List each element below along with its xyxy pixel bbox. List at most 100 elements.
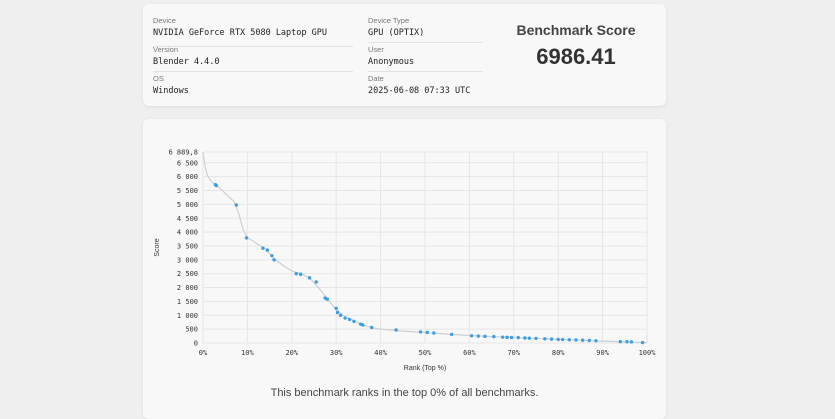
data-point	[352, 319, 356, 324]
y-tick-label: 0	[194, 340, 198, 348]
data-point	[261, 246, 265, 250]
device-type-label: Device Type	[368, 16, 410, 25]
date-value: 2025-06-08 07:33 UTC	[368, 86, 471, 96]
device-type-value: GPU (OPTIX)	[368, 28, 425, 38]
x-tick-label: 70%	[507, 349, 520, 357]
data-point	[272, 258, 276, 262]
x-tick-label: 30%	[330, 349, 343, 357]
data-point	[505, 335, 509, 340]
device-type-field: Device Type GPU (OPTIX)	[368, 16, 483, 43]
x-tick-label: 80%	[552, 349, 565, 357]
user-label: User	[368, 45, 384, 54]
y-tick-label: 3 000	[177, 256, 198, 264]
data-point	[625, 340, 629, 344]
data-point	[298, 272, 303, 276]
data-point	[338, 313, 343, 317]
data-point	[580, 338, 585, 342]
data-point	[483, 334, 487, 339]
device-value: NVIDIA GeForce RTX 5080 Laptop GPU	[153, 28, 327, 38]
data-point	[418, 330, 423, 334]
data-point	[469, 334, 474, 338]
data-point	[556, 337, 560, 342]
data-point	[549, 337, 554, 341]
x-tick-label: 10%	[241, 349, 254, 357]
y-tick-label: 4 000	[177, 229, 198, 237]
os-field: OS Windows	[153, 74, 353, 96]
y-tick-label: 500	[185, 326, 198, 334]
data-point	[394, 328, 398, 332]
data-point	[629, 340, 634, 344]
data-point	[587, 338, 591, 343]
data-point	[516, 335, 520, 340]
version-value: Blender 4.4.0	[153, 57, 220, 67]
data-point	[527, 336, 532, 340]
x-tick-label: 40%	[374, 349, 387, 357]
date-label: Date	[368, 74, 384, 83]
data-point	[449, 332, 454, 337]
data-point	[640, 340, 645, 345]
data-point	[343, 316, 347, 320]
data-point	[560, 337, 565, 342]
y-axis-title: Score	[154, 238, 161, 256]
data-point	[509, 335, 514, 340]
data-point	[307, 276, 312, 280]
data-point	[476, 334, 480, 338]
user-value: Anonymous	[368, 57, 415, 67]
divider	[368, 71, 483, 72]
y-tick-label: 5 000	[177, 201, 198, 209]
data-point	[574, 338, 578, 342]
x-tick-label: 60%	[463, 349, 476, 357]
date-field: Date 2025-06-08 07:33 UTC	[368, 74, 498, 96]
rank-note: This benchmark ranks in the top 0% of al…	[270, 387, 539, 399]
benchmark-score-title: Benchmark Score	[516, 22, 636, 38]
data-point	[523, 336, 527, 340]
data-point	[370, 325, 374, 330]
divider	[153, 71, 353, 72]
version-label: Version	[153, 45, 179, 54]
divider	[368, 42, 483, 43]
data-point	[594, 339, 598, 343]
device-field: Device NVIDIA GeForce RTX 5080 Laptop GP…	[153, 16, 353, 47]
x-tick-label: 0%	[199, 349, 208, 357]
os-value: Windows	[153, 86, 189, 96]
data-point	[543, 337, 547, 341]
data-point	[492, 334, 496, 339]
data-point	[534, 336, 538, 341]
user-field: User Anonymous	[368, 45, 483, 72]
data-point	[244, 236, 249, 240]
version-field: Version Blender 4.4.0	[153, 45, 353, 72]
data-point	[335, 310, 340, 315]
data-point	[334, 306, 338, 311]
data-point	[501, 335, 505, 339]
data-point	[425, 330, 429, 335]
data-point	[214, 183, 219, 188]
x-tick-label: 90%	[596, 349, 609, 357]
rank-chart-card: 0 500 1 000 1 500 2 000 2 500 3 000 3 500 4 000 4…	[143, 119, 666, 419]
x-tick-label: 20%	[285, 349, 298, 357]
y-tick-label: 2 000	[177, 284, 198, 292]
data-point	[567, 338, 571, 342]
rank-chart: 0 500 1 000 1 500 2 000 2 500 3 000 3 500 4 000 4…	[154, 149, 657, 373]
y-tick-label: 2 500	[177, 270, 198, 278]
data-point	[618, 339, 623, 344]
y-tick-label: 6 889,8	[168, 149, 198, 157]
os-label: OS	[153, 74, 164, 83]
data-point	[234, 203, 238, 207]
data-point	[314, 280, 318, 284]
data-point	[432, 331, 436, 335]
x-tick-label: 50%	[419, 349, 432, 357]
y-tick-label: 1 500	[177, 298, 198, 306]
data-point	[361, 323, 365, 327]
y-tick-label: 4 500	[177, 215, 198, 223]
data-point	[265, 248, 270, 252]
y-tick-label: 6 500	[177, 159, 198, 167]
y-tick-label: 3 500	[177, 242, 198, 250]
data-point	[270, 253, 274, 258]
x-tick-label: 100%	[639, 349, 657, 357]
data-point	[294, 271, 298, 276]
x-axis-title: Rank (Top %)	[404, 365, 446, 372]
device-info-card: Device NVIDIA GeForce RTX 5080 Laptop GP…	[143, 4, 666, 106]
y-tick-label: 1 000	[177, 312, 198, 320]
y-tick-label: 6 000	[177, 173, 198, 181]
divider	[153, 46, 353, 47]
